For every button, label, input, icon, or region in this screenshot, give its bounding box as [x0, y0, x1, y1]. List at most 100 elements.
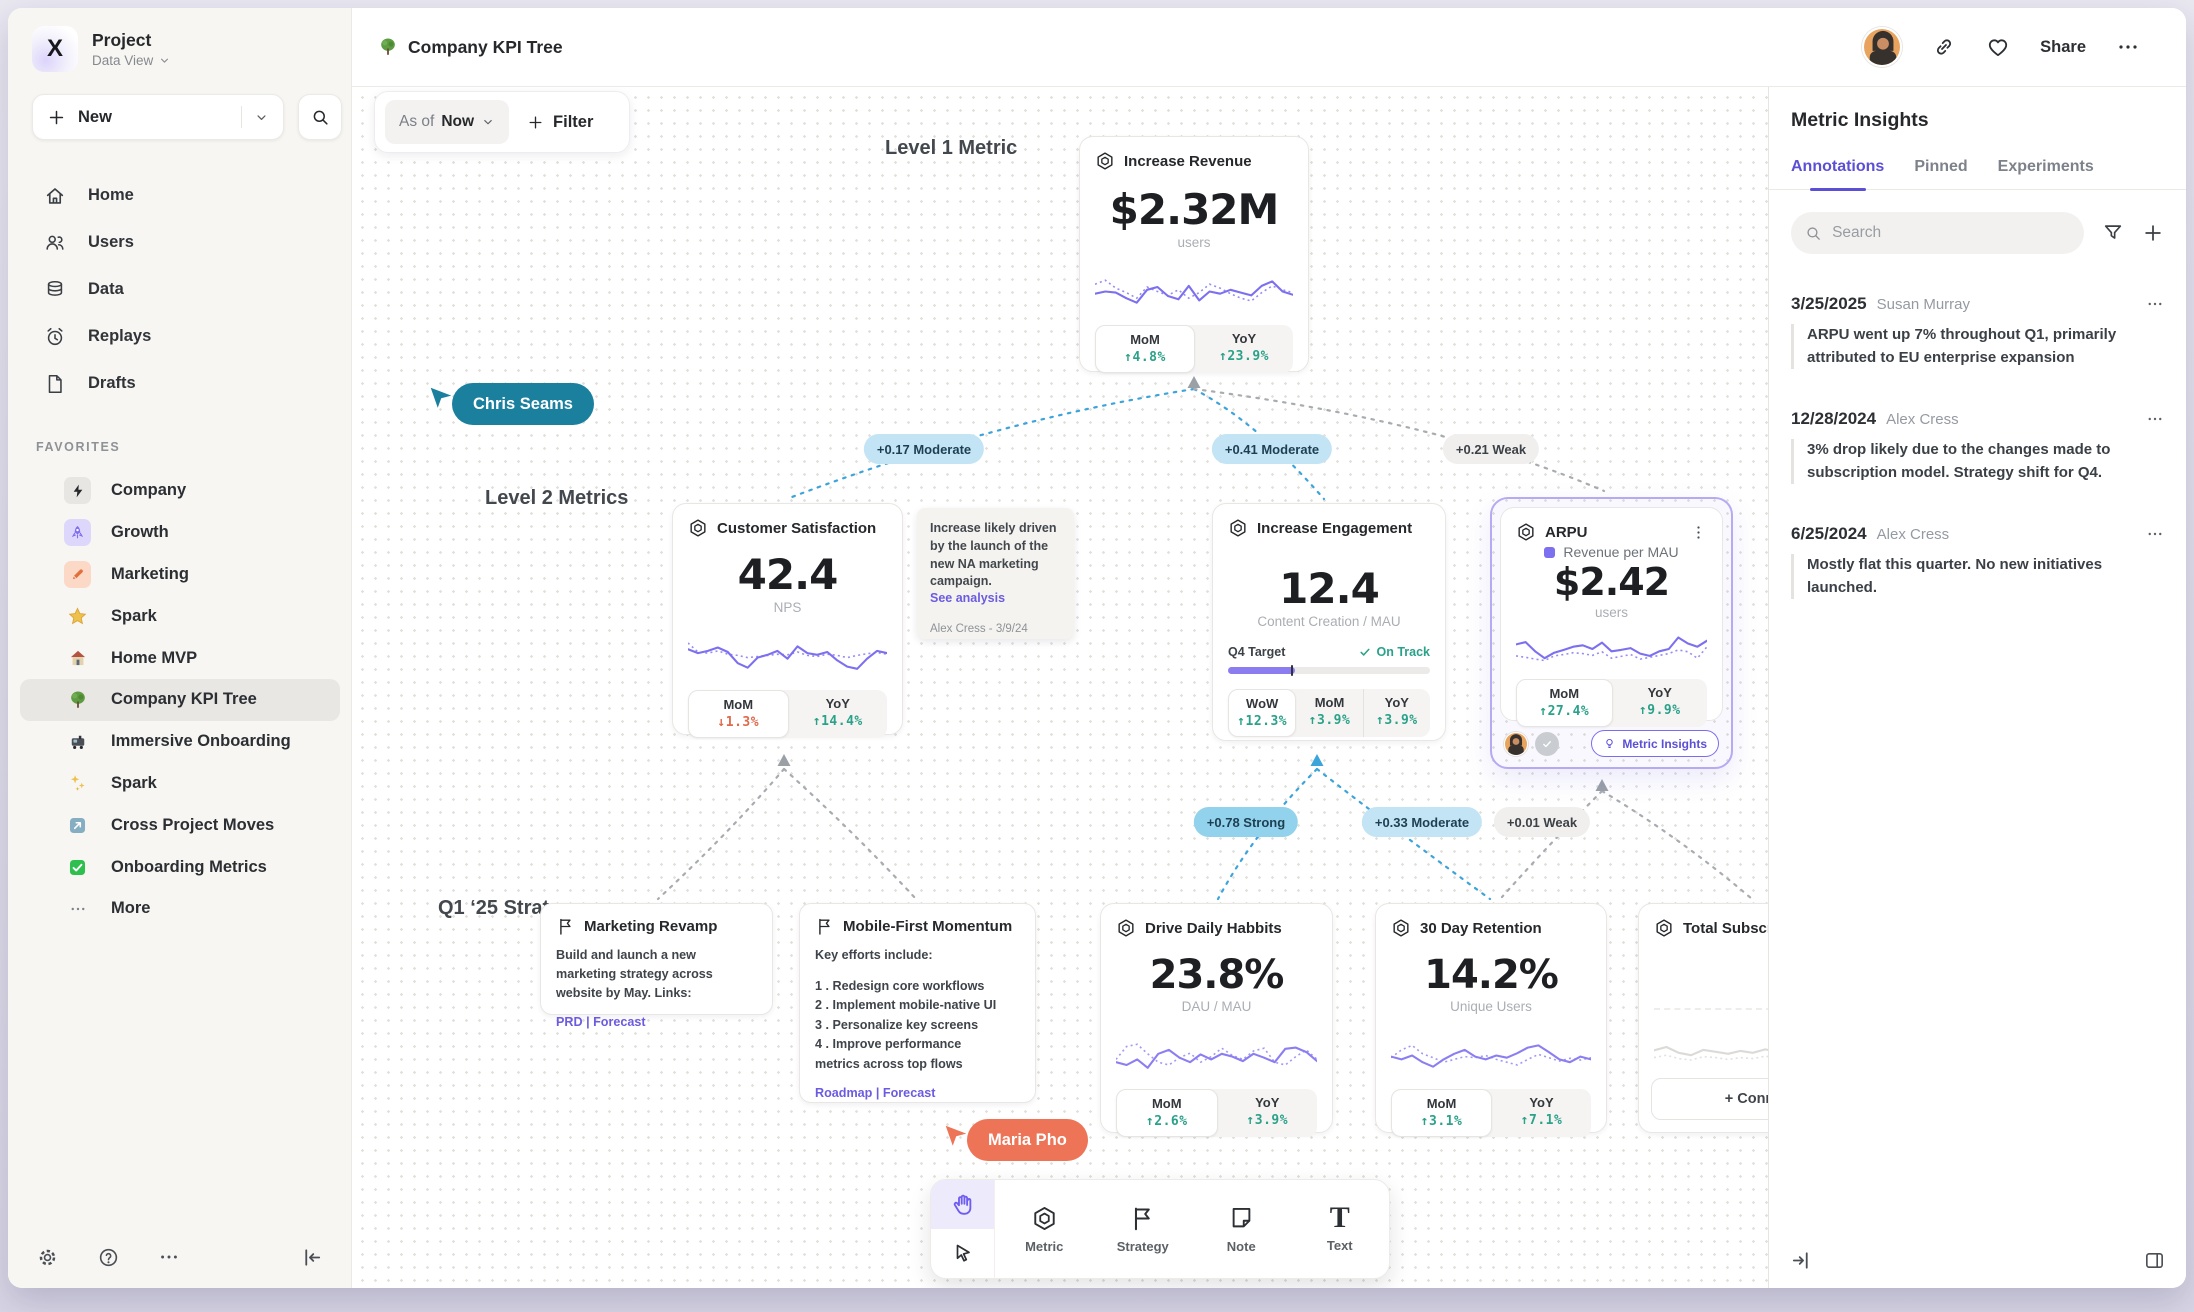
- metric-card-customer-satisfaction[interactable]: Customer Satisfaction 42.4 NPS MoM ↓1.3%…: [672, 503, 903, 738]
- more-dots-icon[interactable]: [2116, 35, 2140, 59]
- sidebar-more[interactable]: More: [20, 888, 340, 930]
- metric-card-30-day-retention[interactable]: 30 Day Retention 14.2% Unique Users MoM …: [1375, 903, 1607, 1137]
- more-dots-icon[interactable]: [2146, 410, 2164, 428]
- note-author: Alex Cress - 3/9/24: [930, 623, 1028, 635]
- copy-link-icon[interactable]: [1932, 35, 1956, 59]
- stat-yoy[interactable]: YoY ↑9.9%: [1638, 685, 1681, 718]
- search-input[interactable]: [1832, 224, 2070, 242]
- sidebar-item-home[interactable]: Home: [20, 172, 340, 219]
- help-icon[interactable]: [97, 1246, 120, 1269]
- stat-yoy[interactable]: YoY ↑23.9%: [1219, 331, 1269, 364]
- favorite-company-kpi-tree[interactable]: Company KPI Tree: [20, 678, 340, 721]
- metric-card-drive-daily-habbits[interactable]: Drive Daily Habbits 23.8% DAU / MAU MoM …: [1100, 903, 1333, 1137]
- select-tool-button[interactable]: [931, 1229, 994, 1278]
- tab-annotations[interactable]: Annotations: [1791, 158, 1884, 189]
- collapse-sidebar-icon[interactable]: [301, 1246, 324, 1269]
- collaborator-cursor-icon: [428, 385, 454, 411]
- settings-gear-icon[interactable]: [36, 1246, 59, 1269]
- stat-mom[interactable]: MoM ↑3.1%: [1391, 1089, 1492, 1137]
- sidebar-item-data[interactable]: Data: [20, 266, 340, 313]
- filter-funnel-icon[interactable]: [2102, 222, 2124, 244]
- sidebar-item-users[interactable]: Users: [20, 219, 340, 266]
- status-badge: On Track: [1358, 645, 1430, 659]
- stat-mom[interactable]: MoM ↑3.9%: [1308, 695, 1351, 728]
- stat-yoy[interactable]: YoY ↑3.9%: [1362, 689, 1430, 737]
- annotation-entry[interactable]: 12/28/2024 Alex Cress 3% drop likely due…: [1769, 409, 2186, 484]
- strategy-card-marketing-revamp[interactable]: Marketing Revamp Build and launch a new …: [540, 903, 773, 1029]
- avatar[interactable]: [1862, 27, 1903, 67]
- kpi-tree-canvas[interactable]: As of Now Filter Level 1 Metric Level 2 …: [352, 87, 1768, 1288]
- project-switcher[interactable]: X Project Data View: [32, 26, 171, 72]
- chevron-down-icon[interactable]: [254, 110, 269, 125]
- sidebar-search-button[interactable]: [298, 94, 342, 140]
- strategy-tool-button[interactable]: Strategy: [1094, 1180, 1193, 1278]
- favorite-cross-project-moves[interactable]: Cross Project Moves: [20, 804, 340, 846]
- stat-yoy[interactable]: YoY ↑7.1%: [1520, 1095, 1563, 1128]
- sidebar-item-replays[interactable]: Replays: [20, 313, 340, 360]
- stat-yoy[interactable]: YoY ↑3.9%: [1246, 1095, 1289, 1128]
- annotation-search[interactable]: [1791, 212, 2084, 254]
- metric-card-arpu[interactable]: ARPU Revenue per MAU $2.42 users MoM ↑27…: [1500, 507, 1723, 727]
- favorite-marketing[interactable]: Marketing: [20, 554, 340, 596]
- text-tool-button[interactable]: T Text: [1326, 1201, 1353, 1254]
- favorite-growth[interactable]: Growth: [20, 512, 340, 554]
- hand-tool-button[interactable]: [931, 1180, 994, 1229]
- metric-unit: NPS: [773, 600, 802, 615]
- tab-experiments[interactable]: Experiments: [1997, 158, 2094, 175]
- favorite-heart-icon[interactable]: [1986, 35, 2010, 59]
- stat-mom[interactable]: MoM ↑27.4%: [1516, 679, 1613, 727]
- toggle-panel-icon[interactable]: [2143, 1249, 2166, 1272]
- stat-yoy[interactable]: YoY ↑14.4%: [812, 696, 863, 729]
- as-of-selector[interactable]: As of Now: [385, 100, 510, 144]
- search-icon: [1805, 224, 1822, 243]
- app-window: X Project Data View New: [8, 8, 2186, 1288]
- annotation-date: 6/25/2024: [1791, 524, 1867, 543]
- see-analysis-link[interactable]: See analysis: [930, 591, 1006, 605]
- favorite-onboarding-metrics[interactable]: Onboarding Metrics: [20, 846, 340, 888]
- sidebar-item-drafts[interactable]: Drafts: [20, 360, 340, 407]
- metric-card-total-subscriptions[interactable]: Total Subscriptions + Connect: [1638, 903, 1768, 1133]
- metric-card-arpu-selection[interactable]: ARPU Revenue per MAU $2.42 users MoM ↑27…: [1490, 497, 1733, 769]
- connect-button[interactable]: + Connect: [1651, 1078, 1768, 1120]
- metric-unit: Unique Users: [1450, 999, 1532, 1014]
- strategy-links[interactable]: Roadmap | Forecast: [815, 1086, 936, 1101]
- sidebar-nav: Home Users Data Replays Drafts: [20, 172, 340, 407]
- favorite-spark[interactable]: Spark: [20, 595, 340, 637]
- as-of-label: As of: [399, 113, 435, 130]
- annotation-date: 3/25/2025: [1791, 294, 1867, 313]
- project-name: Project: [92, 30, 152, 50]
- divider: [241, 106, 242, 128]
- annotation-entry[interactable]: 3/25/2025 Susan Murray ARPU went up 7% t…: [1769, 294, 2186, 369]
- note-tool-button[interactable]: Note: [1192, 1180, 1291, 1278]
- strategy-card-mobile-first-momentum[interactable]: Mobile-First Momentum Key efforts includ…: [799, 903, 1036, 1103]
- metric-insights-button[interactable]: Metric Insights: [1591, 730, 1719, 757]
- add-annotation-icon[interactable]: [2142, 222, 2164, 244]
- lightbulb-icon: [1603, 737, 1616, 750]
- stat-mom[interactable]: MoM ↑4.8%: [1095, 325, 1195, 373]
- project-view-selector[interactable]: Data View: [92, 53, 171, 68]
- favorite-spark-2[interactable]: Spark: [20, 763, 340, 805]
- strategy-links[interactable]: PRD | Forecast: [556, 1014, 646, 1029]
- expand-panel-icon[interactable]: [1789, 1249, 1812, 1272]
- stat-wow[interactable]: WoW ↑12.3%: [1228, 689, 1297, 737]
- kebab-menu-icon[interactable]: [1690, 524, 1707, 541]
- annotation-entry[interactable]: 6/25/2024 Alex Cress Mostly flat this qu…: [1769, 524, 2186, 599]
- home-icon: [44, 185, 66, 207]
- tab-pinned[interactable]: Pinned: [1914, 158, 1968, 175]
- more-dots-icon[interactable]: [158, 1246, 180, 1268]
- more-dots-icon[interactable]: [2146, 525, 2164, 543]
- canvas-note[interactable]: Increase likely driven by the launch of …: [917, 508, 1074, 639]
- new-button-label: New: [78, 107, 112, 126]
- more-dots-icon[interactable]: [2146, 295, 2164, 313]
- metric-tool-button[interactable]: Metric: [995, 1180, 1094, 1278]
- stat-mom[interactable]: MoM ↑2.6%: [1116, 1089, 1218, 1137]
- metric-card-increase-revenue[interactable]: Increase Revenue $2.32M users MoM ↑4.8% …: [1079, 136, 1309, 373]
- metric-card-increase-engagement[interactable]: Increase Engagement 12.4 Content Creatio…: [1212, 503, 1446, 741]
- favorite-company[interactable]: Company: [20, 470, 340, 512]
- new-button[interactable]: New: [32, 94, 284, 140]
- filter-button[interactable]: Filter: [527, 113, 593, 132]
- favorite-immersive-onboarding[interactable]: Immersive Onboarding: [20, 721, 340, 763]
- favorite-home-mvp[interactable]: Home MVP: [20, 637, 340, 679]
- stat-mom[interactable]: MoM ↓1.3%: [688, 690, 789, 738]
- share-button[interactable]: Share: [2040, 37, 2086, 56]
